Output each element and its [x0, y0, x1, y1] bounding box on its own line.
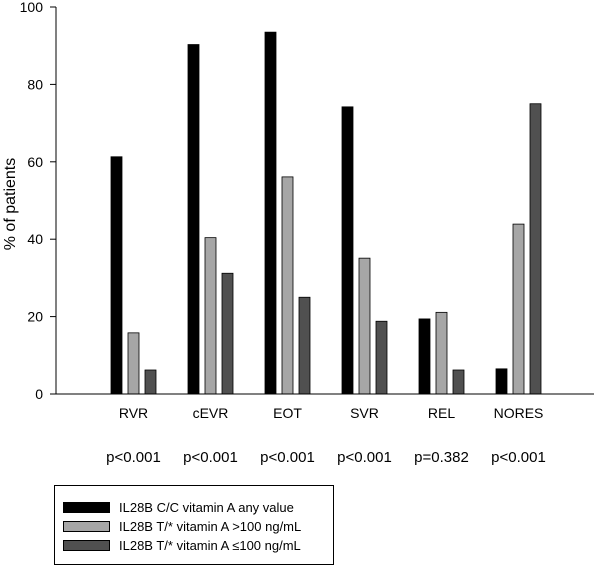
- legend-swatch-cc: [63, 501, 110, 513]
- y-tick-label: 0: [35, 386, 43, 402]
- y-tick-label: 20: [27, 309, 43, 325]
- p-value-rel: p=0.382: [414, 449, 469, 466]
- bar-cevr-series-0: [187, 44, 200, 395]
- legend-swatch-t-low: [63, 539, 110, 551]
- bar-nores-series-2: [529, 103, 542, 395]
- bar-rvr-series-1: [127, 332, 140, 395]
- p-value-rvr: p<0.001: [106, 449, 161, 466]
- legend-item-t-high: IL28B T/* vitamin A >100 ng/mL: [63, 517, 301, 535]
- y-tick-label: 40: [27, 231, 43, 247]
- x-tick-label: REL: [428, 405, 455, 421]
- x-tick-label: cEVR: [193, 405, 229, 421]
- p-value-cevr: p<0.001: [183, 449, 238, 466]
- x-tick-label: SVR: [350, 405, 379, 421]
- bar-rvr-series-0: [110, 156, 123, 395]
- y-axis-label: % of patients: [2, 158, 19, 251]
- p-value-svr: p<0.001: [337, 449, 392, 466]
- bar-svr-series-0: [341, 106, 354, 395]
- bar-cevr-series-1: [204, 237, 217, 395]
- x-tick-label: NORES: [494, 405, 544, 421]
- legend-item-cc: IL28B C/C vitamin A any value: [63, 498, 294, 516]
- axes-group: 0 20 40 60 80 100 RVR cEVR EOT SVR REL NORES: [20, 0, 594, 421]
- p-value-nores: p<0.001: [491, 449, 546, 466]
- legend-label-t-high: IL28B T/* vitamin A >100 ng/mL: [119, 518, 302, 534]
- bar-eot-series-0: [264, 31, 277, 395]
- bar-rel-series-2: [452, 369, 465, 395]
- y-tick-label: 60: [27, 154, 43, 170]
- x-tick-label: RVR: [119, 405, 148, 421]
- bar-svr-series-1: [358, 257, 371, 395]
- p-value-eot: p<0.001: [260, 449, 315, 466]
- y-tick-label: 100: [20, 0, 44, 15]
- legend-label-cc: IL28B C/C vitamin A any value: [119, 499, 294, 515]
- legend: IL28B C/C vitamin A any value IL28B T/* …: [54, 485, 334, 565]
- bar-svr-series-2: [375, 320, 388, 395]
- legend-label-t-low: IL28B T/* vitamin A ≤100 ng/mL: [119, 537, 301, 553]
- bar-rel-series-1: [435, 311, 448, 395]
- bar-rvr-series-2: [144, 369, 157, 395]
- bar-nores-series-0: [495, 368, 508, 395]
- x-tick-label: EOT: [273, 405, 302, 421]
- bar-eot-series-1: [281, 176, 294, 395]
- legend-item-t-low: IL28B T/* vitamin A ≤100 ng/mL: [63, 536, 301, 554]
- bar-eot-series-2: [298, 296, 311, 395]
- y-tick-label: 80: [27, 76, 43, 92]
- bars-group: [110, 31, 542, 395]
- legend-swatch-t-high: [63, 520, 110, 532]
- bar-rel-series-0: [418, 318, 431, 395]
- bar-cevr-series-2: [221, 272, 234, 395]
- bar-nores-series-1: [512, 223, 525, 395]
